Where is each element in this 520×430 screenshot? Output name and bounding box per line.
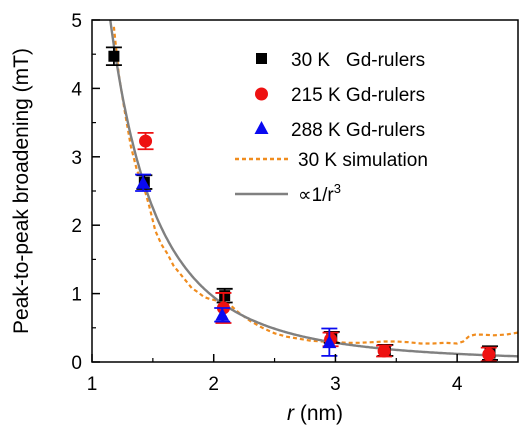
x-axis-label-unit: (nm) (294, 402, 343, 425)
x-tick-label: 1 (87, 374, 98, 395)
data-point-circle (482, 347, 496, 361)
data-point-circle (377, 344, 391, 358)
y-tick-label: 4 (71, 79, 82, 100)
legend-entry-30k: 30 K Gd-rulers (256, 50, 425, 71)
legend-marker-triangle (254, 121, 269, 134)
legend-entry-simulation: 30 K simulation (235, 150, 428, 171)
data-point-triangle (136, 175, 151, 189)
legend-entry-fit: ∝1/r3 (235, 181, 341, 206)
legend-label-30k: 30 K Gd-rulers (291, 50, 425, 71)
y-axis-label: Peak-to-peak broadening (mT) (10, 48, 33, 334)
legend-label-fit-sup: 3 (334, 181, 341, 196)
x-axis-label-symbol: r (287, 402, 295, 425)
y-tick-label: 3 (71, 148, 82, 169)
x-tick-label: 2 (208, 374, 219, 395)
legend-marker-circle (255, 87, 268, 101)
data-point-square (108, 50, 120, 62)
x-axis-label: r (nm) (287, 402, 343, 425)
legend-label-simulation: 30 K simulation (298, 150, 428, 171)
y-tick-label: 5 (71, 11, 82, 32)
y-tick-label: 2 (71, 216, 82, 237)
y-tick-label: 1 (71, 285, 82, 306)
legend-entry-215k: 215 K Gd-rulers (255, 85, 425, 106)
data-point-circle (139, 134, 153, 148)
legend-marker-square (256, 53, 267, 64)
legend-label-215k: 215 K Gd-rulers (291, 85, 425, 106)
data-point-triangle (322, 335, 337, 349)
legend-label-fit-text: ∝1/r (298, 185, 334, 206)
fit-line (109, 20, 518, 358)
simulation-line (112, 26, 518, 345)
legend-entry-288k: 288 K Gd-rulers (254, 120, 425, 141)
legend-label-fit: ∝1/r3 (298, 181, 341, 206)
legend-label-288k: 288 K Gd-rulers (291, 120, 425, 141)
data-point-square (219, 290, 231, 302)
x-tick-label: 4 (452, 374, 463, 395)
legend: 30 K Gd-rulers 215 K Gd-rulers 288 K Gd-… (235, 50, 428, 206)
x-tick-label: 3 (330, 374, 341, 395)
data-point-triangle (215, 307, 230, 321)
y-tick-label: 0 (71, 353, 82, 374)
